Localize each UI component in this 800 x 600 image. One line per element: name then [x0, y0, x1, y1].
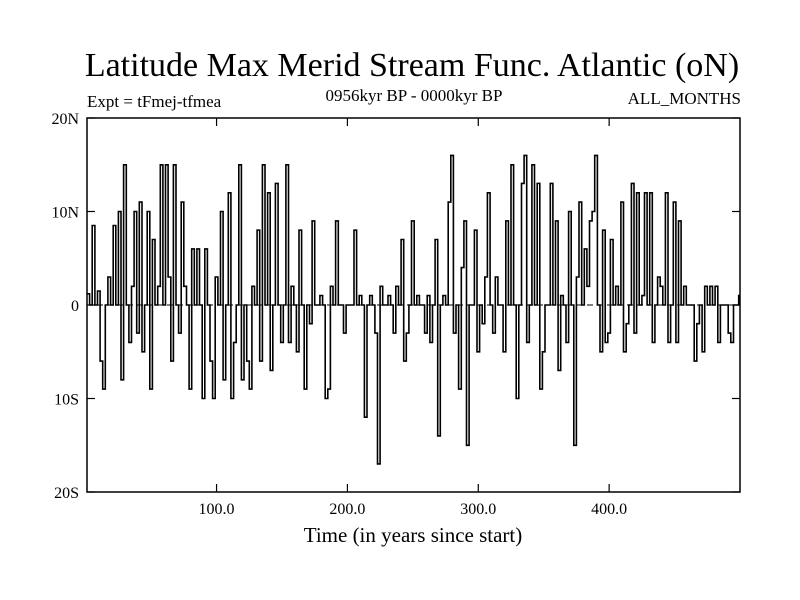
series-line-latitude — [87, 154, 740, 465]
period-label: 0956kyr BP - 0000kyr BP — [326, 86, 503, 105]
x-axis-label: Time (in years since start) — [304, 523, 523, 547]
y-tick-label: 0 — [71, 298, 79, 315]
y-tick-label: 20N — [51, 111, 79, 128]
plot-frame — [86, 117, 741, 493]
y-tick-label: 10S — [54, 392, 79, 409]
x-tick-label: 100.0 — [199, 501, 235, 518]
y-tick-label: 10N — [51, 205, 79, 222]
experiment-label: Expt = tFmej-tfmea — [87, 92, 222, 111]
x-tick-label: 200.0 — [329, 501, 365, 518]
x-tick-label: 300.0 — [460, 501, 496, 518]
chart-title: Latitude Max Merid Stream Func. Atlantic… — [85, 47, 739, 84]
y-tick-label: 20S — [54, 485, 79, 502]
months-label: ALL_MONTHS — [628, 89, 741, 108]
x-tick-label: 400.0 — [591, 501, 627, 518]
